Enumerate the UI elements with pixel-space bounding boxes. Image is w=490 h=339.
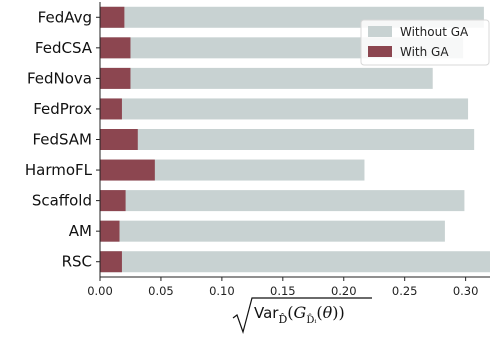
legend: Without GA With GA [360, 19, 490, 66]
svg-text:VarD̂(GD̂ᵢ(θ)): VarD̂(GD̂ᵢ(θ)) [254, 303, 345, 326]
bar-fedsam-without-ga [100, 129, 475, 150]
bars-group [100, 6, 490, 273]
bar-fedavg-with-ga [100, 6, 125, 28]
bar-fedprox-without-ga [100, 98, 469, 120]
x-tick-label-0: 0.00 [87, 284, 113, 298]
category-label-rsc: RSC [62, 253, 92, 271]
x-tick-label-6: 0.30 [453, 284, 479, 298]
category-label-fednova: FedNova [27, 69, 92, 87]
x-tick-label-1: 0.05 [148, 284, 174, 298]
sqrt-radical-icon [232, 297, 372, 335]
category-label-fedavg: FedAvg [38, 8, 92, 26]
bar-rsc-without-ga [100, 251, 490, 273]
category-label-fedprox: FedProx [33, 100, 92, 118]
category-label-am: AM [69, 222, 92, 240]
x-tick-label-5: 0.25 [392, 284, 418, 298]
category-label-fedsam: FedSAM [32, 131, 92, 149]
bar-scaffold-with-ga [100, 190, 126, 212]
legend-swatch-with-ga [368, 46, 392, 57]
bar-harmofl-with-ga [100, 159, 155, 181]
bar-fedprox-with-ga [100, 98, 122, 120]
bar-fednova-with-ga [100, 67, 131, 89]
bar-rsc-with-ga [100, 251, 122, 273]
legend-box [360, 19, 490, 66]
bar-am-with-ga [100, 220, 120, 242]
category-label-fedcsa: FedCSA [35, 39, 93, 57]
legend-label-without-ga: Without GA [400, 25, 469, 39]
legend-swatch-without-ga [368, 26, 392, 37]
bar-scaffold-without-ga [100, 190, 465, 212]
x-ticks-group: 0.00 0.05 0.10 0.15 0.20 0.25 0.30 [87, 277, 478, 298]
bar-fedsam-with-ga [100, 129, 138, 150]
bar-harmofl-without-ga [100, 159, 365, 181]
legend-label-with-ga: With GA [400, 45, 449, 59]
bar-fednova-without-ga [100, 67, 433, 89]
category-labels-group: FedAvg FedCSA FedNova FedProx FedSAM HarmoFL S… [25, 8, 100, 271]
x-tick-label-3: 0.15 [270, 284, 296, 298]
bar-fedcsa-with-ga [100, 37, 131, 59]
x-axis-label: VarD̂(GD̂ᵢ(θ)) [232, 297, 372, 335]
bar-am-without-ga [100, 220, 445, 242]
x-tick-label-2: 0.10 [209, 284, 235, 298]
category-label-harmofl: HarmoFL [25, 161, 93, 179]
x-tick-label-4: 0.20 [331, 284, 357, 298]
category-label-scaffold: Scaffold [32, 192, 92, 210]
